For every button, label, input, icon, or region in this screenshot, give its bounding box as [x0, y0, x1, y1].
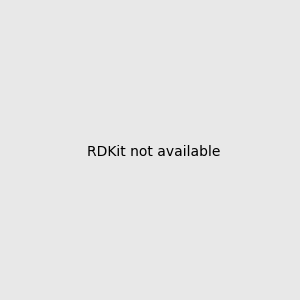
Text: RDKit not available: RDKit not available [87, 145, 220, 158]
